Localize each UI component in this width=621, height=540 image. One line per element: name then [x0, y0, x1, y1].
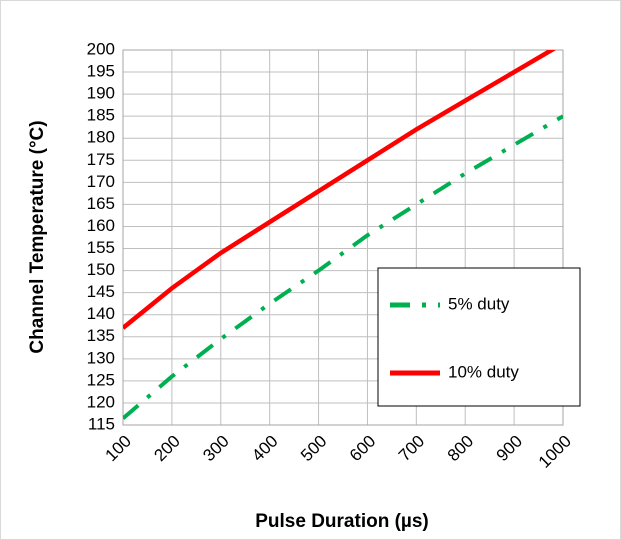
y-axis-title: Channel Temperature (°C) [27, 120, 48, 353]
series-line [123, 50, 557, 330]
y-tick-label: 200 [87, 39, 115, 58]
plot-lines [123, 50, 563, 420]
y-tick-label: 145 [87, 282, 115, 301]
y-tick-label: 140 [87, 304, 115, 323]
y-tick-label: 115 [88, 414, 115, 433]
y-tick-label: 125 [87, 370, 115, 389]
legend-box [377, 267, 581, 407]
y-tick-label: 165 [87, 194, 115, 213]
y-tick-label: 155 [87, 238, 115, 257]
y-tick-label: 130 [87, 348, 115, 367]
y-tick-label: 135 [87, 326, 115, 345]
y-tick-label: 180 [87, 128, 115, 147]
y-tick-label: 160 [87, 216, 115, 235]
y-tick-label: 195 [87, 62, 115, 81]
y-tick-label: 185 [87, 106, 115, 125]
y-tick-label: 190 [87, 84, 115, 103]
series-line [123, 114, 563, 420]
y-tick-label: 170 [87, 172, 115, 191]
x-axis-title: Pulse Duration (µs) [255, 511, 429, 532]
plot-border [122, 49, 564, 426]
y-tick-label: 150 [87, 260, 115, 279]
y-tick-label: 120 [87, 392, 115, 411]
legend-label: 5% duty [448, 294, 510, 313]
legend-label: 10% duty [448, 362, 519, 381]
y-tick-label: 175 [87, 150, 115, 169]
